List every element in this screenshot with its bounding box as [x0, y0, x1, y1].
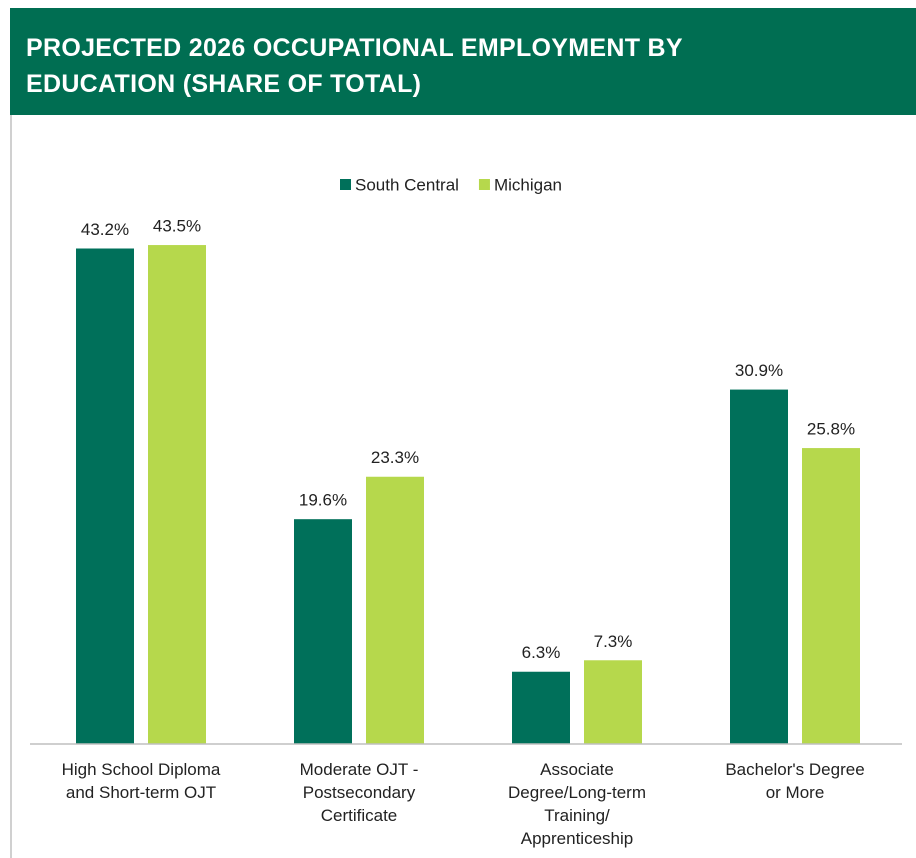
data-label: 19.6% — [299, 491, 347, 510]
frame — [10, 115, 12, 858]
bar — [802, 448, 860, 744]
legend-label: Michigan — [494, 175, 562, 194]
data-label: 6.3% — [522, 643, 561, 662]
chart-title: PROJECTED 2026 OCCUPATIONAL EMPLOYMENT B… — [26, 34, 683, 98]
bar — [730, 389, 788, 744]
bar — [512, 671, 570, 744]
bar — [584, 660, 642, 744]
x-tick-label: Associate Degree/Long-term Training/ App… — [508, 760, 646, 848]
legend-swatch — [340, 179, 351, 190]
data-label: 30.9% — [735, 361, 783, 380]
bar — [76, 248, 134, 744]
x-tick-label: Bachelor's Degree or More — [725, 760, 865, 802]
x-tick-label: Moderate OJT - Postsecondary Certificate — [299, 760, 419, 825]
bar — [294, 519, 352, 744]
data-label: 43.5% — [153, 217, 201, 236]
data-label: 25.8% — [807, 420, 855, 439]
legend-label: South Central — [355, 175, 459, 194]
bar — [366, 476, 424, 744]
bar — [148, 245, 206, 744]
legend-swatch — [478, 179, 490, 190]
data-label: 7.3% — [594, 632, 633, 651]
header: PROJECTED 2026 OCCUPATIONAL EMPLOYMENT B… — [10, 8, 916, 115]
data-label: 43.2% — [81, 220, 129, 239]
x-tick-label: High School Diploma and Short-term OJT — [61, 760, 221, 802]
data-label: 23.3% — [371, 448, 419, 467]
